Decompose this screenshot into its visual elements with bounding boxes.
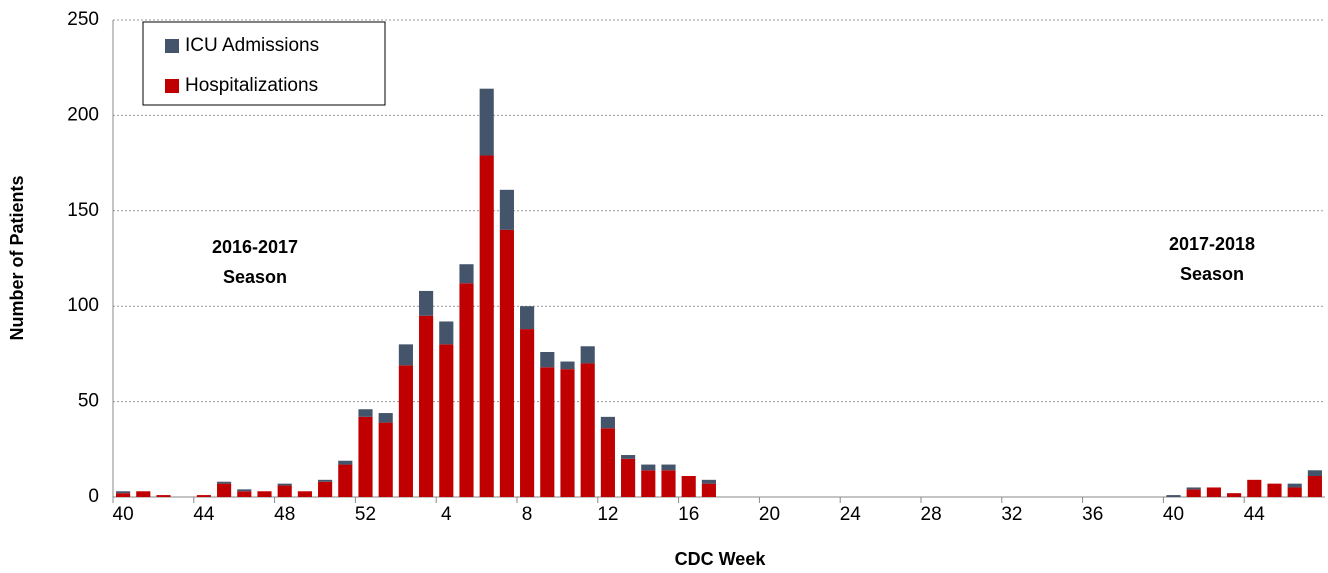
legend-box: [142, 21, 386, 106]
bar-segment: [277, 485, 292, 497]
annotation: 2016-2017: [212, 237, 298, 257]
x-axis-title: CDC Week: [675, 549, 767, 569]
bar-segment: [1186, 487, 1201, 490]
bar-segment: [459, 283, 474, 497]
bar-segment: [641, 470, 656, 497]
bar-segment: [378, 413, 393, 423]
bar-segment: [540, 367, 555, 497]
bar-segment: [1307, 476, 1322, 497]
bar-segment: [277, 483, 292, 486]
annotation: 2017-2018: [1169, 234, 1255, 254]
bar-segment: [297, 491, 312, 497]
bar-segment: [1287, 487, 1302, 497]
bar-segment: [600, 428, 615, 497]
bar-segment: [560, 369, 575, 497]
bar-segment: [237, 491, 252, 497]
bar-segment: [217, 481, 232, 484]
x-tick-label: 40: [113, 504, 134, 525]
bar-segment: [156, 495, 171, 497]
bar-segment: [661, 470, 676, 497]
bar-segment: [318, 481, 333, 497]
x-tick-label: 32: [1001, 504, 1022, 525]
y-tick-label: 50: [78, 391, 99, 412]
bar-segment: [1247, 479, 1262, 497]
annotation: Season: [1180, 264, 1244, 284]
bar-segment: [1227, 493, 1242, 497]
x-tick-label: 44: [1244, 504, 1266, 525]
bar-segment: [358, 409, 373, 417]
x-tick-label: 4: [441, 504, 452, 525]
legend-swatch: [165, 79, 179, 93]
bar-segment: [1206, 487, 1221, 497]
bar-segment: [217, 483, 232, 497]
bar-segment: [419, 315, 434, 497]
y-tick-label: 200: [67, 104, 99, 125]
bar-segment: [540, 351, 555, 368]
bar-segment: [1267, 483, 1282, 497]
bar-segment: [338, 460, 353, 465]
legend-label: ICU Admissions: [185, 35, 319, 56]
x-tick-label: 28: [921, 504, 942, 525]
x-tick-label: 48: [274, 504, 295, 525]
y-tick-label: 150: [67, 200, 99, 221]
bar-segment: [499, 229, 514, 497]
bar-segment: [237, 489, 252, 492]
annotation: Season: [223, 267, 287, 287]
bar-segment: [459, 264, 474, 284]
bar-segment: [580, 363, 595, 497]
bar-segment: [196, 495, 211, 497]
bar-segment: [681, 476, 696, 497]
x-tick-label: 16: [678, 504, 699, 525]
bar-segment: [499, 189, 514, 230]
bar-segment: [1166, 495, 1181, 497]
y-tick-label: 250: [67, 9, 99, 30]
bar-segment: [621, 455, 636, 459]
x-tick-label: 44: [193, 504, 215, 525]
bar-segment: [378, 422, 393, 497]
bar-segment: [580, 346, 595, 364]
x-tick-label: 20: [759, 504, 780, 525]
bar-segment: [479, 155, 494, 497]
legend-swatch: [165, 39, 179, 53]
bar-segment: [116, 491, 131, 494]
bar-segment: [318, 479, 333, 482]
y-axis-title: Number of Patients: [7, 175, 27, 340]
bar-segment: [600, 416, 615, 429]
x-tick-label: 36: [1082, 504, 1103, 525]
bar-segment: [398, 365, 413, 497]
x-tick-label: 12: [597, 504, 618, 525]
bar-segment: [1307, 470, 1322, 477]
legend-label: Hospitalizations: [185, 75, 318, 96]
bar-segment: [560, 361, 575, 370]
bar-segment: [701, 479, 716, 484]
bar-segment: [701, 483, 716, 497]
y-tick-label: 100: [67, 295, 99, 316]
bar-segment: [661, 464, 676, 471]
bar-segment: [1186, 489, 1201, 497]
y-tick-label: 0: [88, 486, 99, 507]
bar-segment: [136, 491, 151, 497]
bar-segment: [439, 344, 454, 497]
bar-segment: [116, 493, 131, 497]
bar-segment: [520, 329, 535, 497]
bar-segment: [520, 306, 535, 330]
bar-segment: [439, 321, 454, 345]
bar-segment: [358, 416, 373, 497]
x-tick-label: 40: [1163, 504, 1184, 525]
x-tick-label: 24: [840, 504, 862, 525]
bar-segment: [479, 88, 494, 156]
bar-segment: [338, 464, 353, 497]
bar-segment: [398, 344, 413, 366]
bar-segment: [621, 458, 636, 497]
bar-segment: [641, 464, 656, 471]
bar-segment: [1287, 483, 1302, 488]
x-tick-label: 52: [355, 504, 376, 525]
bar-segment: [419, 290, 434, 316]
bar-segment: [257, 491, 272, 497]
x-tick-label: 8: [522, 504, 533, 525]
